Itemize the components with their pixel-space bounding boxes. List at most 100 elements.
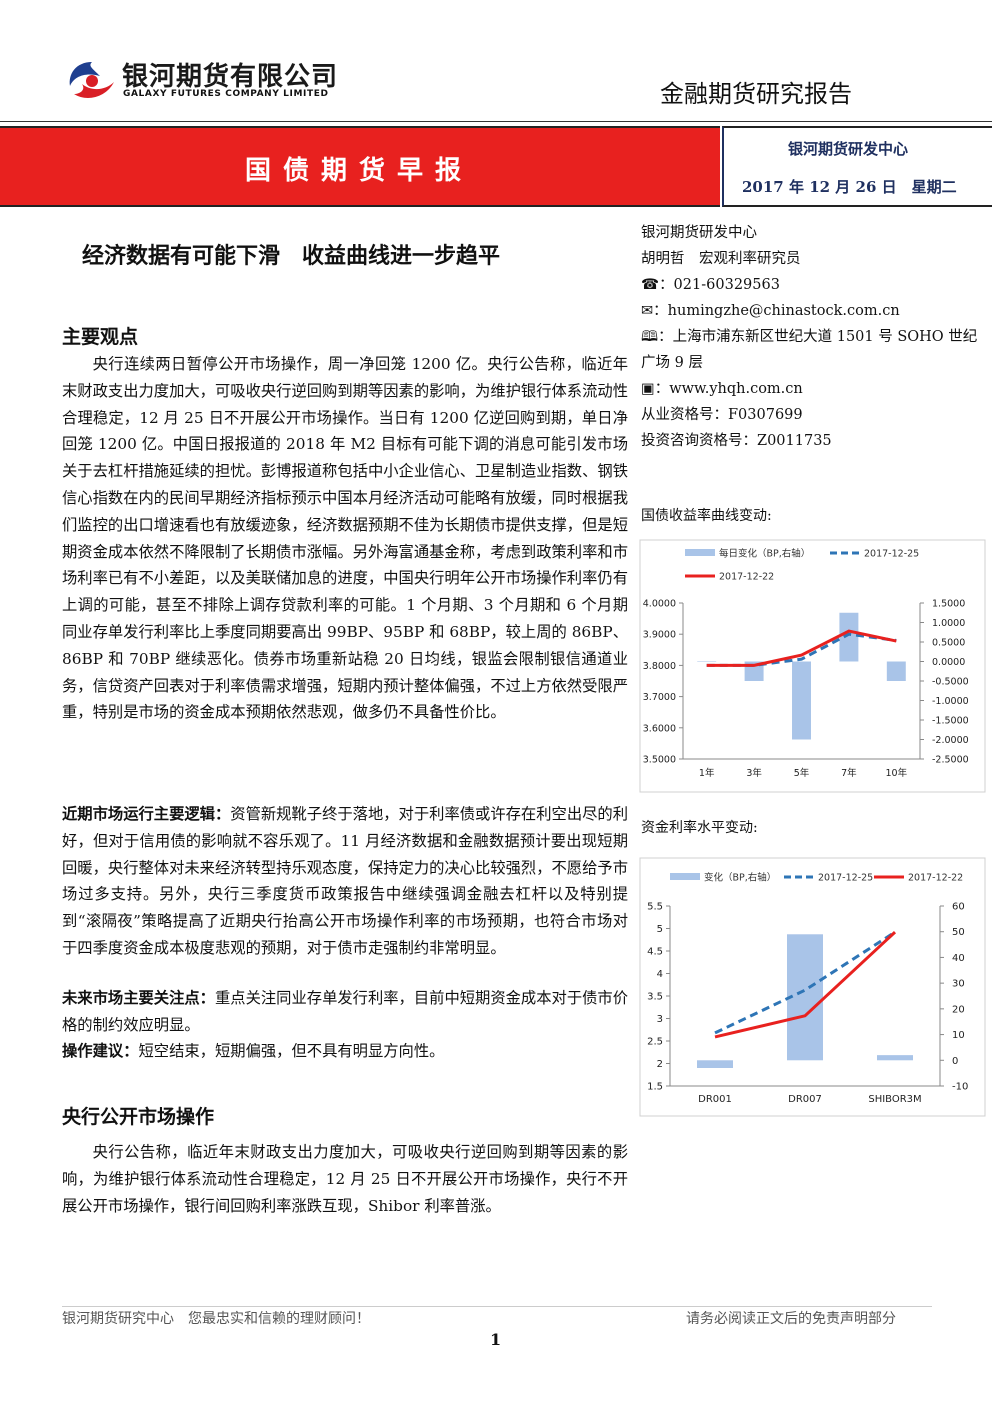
- legend-label: 变化（BP,右轴）: [704, 872, 776, 884]
- phone: ：021-60329563: [659, 277, 780, 293]
- x-tick-label: 3年: [746, 767, 762, 779]
- y-tick-label: 1.5: [647, 1082, 663, 1093]
- y2-tick-label: -1.5000: [932, 716, 969, 727]
- y-tick-label: 2.5: [647, 1037, 663, 1048]
- page-number: 1: [490, 1330, 502, 1349]
- section-heading: 央行公开市场操作: [62, 1106, 215, 1128]
- legend-swatch: [685, 549, 715, 556]
- y-tick-label: 5.5: [647, 902, 663, 913]
- y-tick-label: 4: [657, 969, 663, 980]
- company-name: 银河期货有限公司: [122, 62, 339, 92]
- bar: [697, 1060, 733, 1068]
- chart-frame: [639, 539, 986, 793]
- line: [706, 632, 897, 667]
- center-name: 银河期货研发中心: [788, 140, 909, 158]
- x-tick-label: SHIBOR3M: [868, 1094, 921, 1105]
- y2-tick-label: -0.5000: [932, 677, 969, 688]
- y2-tick-label: -1.0000: [932, 696, 969, 707]
- banner: 国债期货早报: [0, 126, 720, 207]
- point-text: 短空结束，短期偏强，但不具有明显方向性。: [138, 1042, 445, 1060]
- legend-swatch: [670, 873, 700, 880]
- legend-label: 每日变化（BP,右轴）: [719, 548, 810, 560]
- point-text: 重点关注同业存单发行利率，目前中短期资金成本对于债市价格的制约效应明显。: [62, 989, 629, 1034]
- y-tick-label: 3.7000: [643, 692, 676, 703]
- line: [714, 930, 896, 1035]
- point-label: 未来市场主要关注点：: [62, 989, 215, 1007]
- sidebar-license: 从业资格号：F0307699: [641, 407, 803, 423]
- point: 未来市场主要关注点：重点关注同业存单发行利率，目前中短期资金成本对于债市价格的制…: [62, 985, 628, 1039]
- bar: [839, 612, 859, 662]
- y2-tick-label: 0.5000: [932, 638, 965, 649]
- section-heading: 主要观点: [62, 326, 139, 348]
- chart-title: 资金利率水平变动:: [641, 819, 758, 836]
- y2-tick-label: 1.5000: [932, 599, 965, 610]
- address: ：上海市浦东新区世纪大道 1501 号 SOHO 世纪广场 9 层: [641, 329, 978, 371]
- sidebar-phone: ☎：021-60329563: [641, 272, 986, 298]
- y-tick-label: 3: [657, 1014, 663, 1025]
- legend-label: 2017-12-22: [908, 873, 963, 884]
- company-name-en: GALAXY FUTURES COMPANY LIMITED: [123, 89, 329, 99]
- point-label: 操作建议：: [62, 1042, 139, 1060]
- bar: [792, 661, 811, 740]
- y-tick-label: 4.5: [647, 947, 663, 958]
- chart-title: 国债收益率曲线变动:: [641, 507, 772, 524]
- y2-tick-label: 50: [952, 927, 965, 938]
- legend-label: 2017-12-25: [864, 549, 919, 560]
- bar: [697, 661, 717, 662]
- y-tick-label: 3.6000: [643, 723, 676, 734]
- y2-tick-label: 30: [952, 979, 965, 990]
- x-tick-label: DR001: [698, 1094, 732, 1105]
- y2-tick-label: 40: [952, 953, 965, 964]
- x-tick-label: DR007: [788, 1094, 822, 1105]
- icon: 🕮: [641, 329, 659, 345]
- icon: ▣: [641, 381, 655, 397]
- sidebar-author: 胡明哲 宏观利率研究员: [641, 251, 801, 267]
- sidebar-address: 🕮：上海市浦东新区世纪大道 1501 号 SOHO 世纪广场 9 层: [641, 324, 986, 376]
- y2-tick-label: 0.0000: [932, 657, 965, 668]
- footer-rule: [62, 1306, 932, 1307]
- sidebar-org: 银河期货研发中心: [641, 225, 757, 241]
- headline: 经济数据有可能下滑 收益曲线进一步趋平: [82, 243, 501, 269]
- y-tick-label: 5: [657, 924, 663, 935]
- y-tick-label: 3.5: [647, 992, 663, 1003]
- y2-tick-label: 0: [952, 1056, 958, 1067]
- y2-tick-label: -10: [952, 1082, 968, 1093]
- y2-tick-label: 1.0000: [932, 618, 965, 629]
- rule: [0, 121, 992, 122]
- x-tick-label: 10年: [886, 767, 908, 779]
- x-tick-label: 7年: [841, 767, 857, 779]
- y2-tick-label: 10: [952, 1030, 965, 1041]
- email: ：humingzhe@chinastock.com.cn: [653, 303, 900, 319]
- footer-left: 银河期货研究中心 您最忠实和信赖的理财顾问！: [62, 1311, 370, 1327]
- chart-frame: [639, 857, 986, 1117]
- bar: [877, 1055, 913, 1061]
- y-tick-label: 2: [657, 1059, 663, 1070]
- y2-tick-label: 20: [952, 1004, 965, 1015]
- sidebar-web: ▣：www.yhqh.com.cn: [641, 376, 986, 402]
- line: [706, 629, 897, 667]
- y-tick-label: 4.0000: [643, 599, 676, 610]
- paragraph: 央行公告称，临近年末财政支出力度加大，可吸收央行逆回购到期等因素的影响，为维护银…: [62, 1143, 628, 1215]
- web: ：www.yhqh.com.cn: [654, 381, 803, 397]
- paragraph: 央行连续两日暂停公开市场操作，周一净回笼 1200 亿。央行公告称，临近年末财政…: [62, 355, 628, 722]
- line: [714, 931, 897, 1039]
- point-label: 近期市场运行主要逻辑：: [62, 805, 231, 823]
- point: 近期市场运行主要逻辑：资管新规靴子终于落地，对于利率债或许存在利空出尽的利好，但…: [62, 801, 628, 962]
- y2-tick-label: 60: [952, 902, 965, 913]
- sidebar-consult: 投资咨询资格号：Z0011735: [641, 433, 832, 449]
- banner-title: 国债期货早报: [245, 156, 474, 186]
- legend-label: 2017-12-25: [818, 873, 873, 884]
- logo-icon: [69, 62, 114, 98]
- icon: ✉: [641, 303, 654, 319]
- y-tick-label: 3.5000: [643, 755, 676, 766]
- center-box: 银河期货研发中心 2017 年 12 月 26 日 星期二: [722, 126, 992, 207]
- icon: ☎: [641, 277, 660, 293]
- point-text: 资管新规靴子终于落地，对于利率债或许存在利空出尽的利好，但对于信用债的影响就不容…: [62, 805, 629, 957]
- x-tick-label: 5年: [794, 767, 810, 779]
- bar: [886, 661, 906, 681]
- y-tick-label: 3.8000: [643, 661, 676, 672]
- y2-tick-label: -2.0000: [932, 735, 969, 746]
- sidebar-email: ✉：humingzhe@chinastock.com.cn: [641, 298, 986, 324]
- point: 操作建议：短空结束，短期偏强，但不具有明显方向性。: [62, 1038, 628, 1065]
